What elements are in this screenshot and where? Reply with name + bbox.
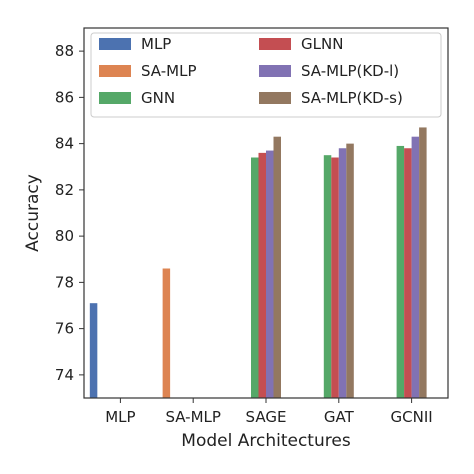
legend: MLP SA-MLP GNN GLNN SA-MLP(KD-l) SA-MLP(KD-s)	[90, 32, 442, 118]
y-tick-label: 82	[55, 181, 74, 199]
bar-gat-glnn	[331, 157, 339, 398]
legend-swatch	[259, 92, 291, 104]
x-tick-label: GCNII	[391, 408, 433, 426]
y-tick-label: 80	[55, 227, 74, 245]
legend-label: GLNN	[301, 35, 343, 53]
bar-gat-sa-mlp-kd-s	[346, 143, 354, 398]
bar-sa-mlp-sa-mlp	[162, 268, 171, 398]
y-tick-label: 86	[55, 88, 74, 106]
bar-gat-sa-mlp-kd-l	[338, 148, 347, 398]
bar-mlp-mlp	[89, 303, 98, 398]
x-tick-label: GAT	[324, 408, 355, 426]
y-tick-label: 78	[55, 273, 74, 291]
x-tick-label: SAGE	[246, 408, 287, 426]
bar-sage-gnn	[251, 157, 259, 398]
bar-gat-gnn	[323, 155, 332, 398]
legend-swatch	[99, 65, 131, 77]
bar-gcnii-sa-mlp-kd-s	[419, 127, 427, 398]
legend-swatch	[99, 38, 131, 50]
y-tick-label: 74	[55, 366, 74, 384]
bar-gcnii-glnn	[404, 148, 412, 398]
legend-label: SA-MLP	[141, 62, 197, 80]
bars-group	[89, 127, 427, 398]
y-axis-label: Accuracy	[23, 174, 43, 252]
bar-sage-glnn	[258, 152, 266, 398]
x-tick-label: MLP	[105, 408, 135, 426]
legend-label: SA-MLP(KD-s)	[301, 89, 403, 107]
bar-sage-sa-mlp-kd-l	[266, 150, 274, 398]
legend-label: SA-MLP(KD-l)	[301, 62, 399, 80]
y-axis: 74 76 78 80 82 84 86 88	[55, 42, 84, 384]
x-axis-label: Model Architectures	[181, 431, 351, 451]
bar-gcnii-gnn	[396, 145, 405, 398]
bar-sage-sa-mlp-kd-s	[273, 136, 281, 398]
y-tick-label: 88	[55, 42, 74, 60]
legend-swatch	[259, 38, 291, 50]
legend-swatch	[99, 92, 131, 104]
bar-gcnii-sa-mlp-kd-l	[411, 136, 420, 398]
y-tick-label: 76	[55, 320, 74, 338]
x-tick-label: SA-MLP	[165, 408, 221, 426]
x-axis: MLP SA-MLP SAGE GAT GCNII	[105, 398, 433, 426]
legend-label: MLP	[141, 35, 171, 53]
y-tick-label: 84	[55, 135, 74, 153]
legend-label: GNN	[141, 89, 175, 107]
legend-swatch	[259, 65, 291, 77]
